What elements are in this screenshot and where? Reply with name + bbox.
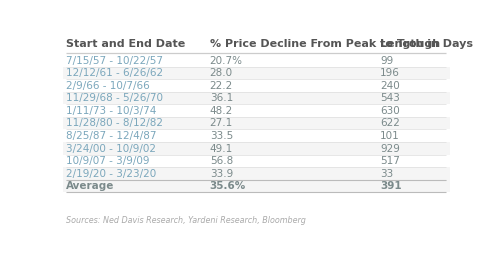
Text: 35.6%: 35.6% [210, 181, 246, 191]
Text: 2/19/20 - 3/23/20: 2/19/20 - 3/23/20 [66, 169, 156, 179]
Text: 101: 101 [380, 131, 400, 141]
Text: 33: 33 [380, 169, 394, 179]
Text: 543: 543 [380, 93, 400, 103]
Text: Average: Average [66, 181, 115, 191]
Text: Length in Days: Length in Days [380, 39, 473, 49]
Text: 33.5: 33.5 [210, 131, 233, 141]
Text: 517: 517 [380, 156, 400, 166]
Text: 28.0: 28.0 [210, 68, 233, 78]
Text: 99: 99 [380, 56, 394, 66]
Bar [62, 155, 450, 167]
Text: 48.2: 48.2 [210, 106, 233, 116]
Bar [62, 130, 450, 142]
Text: 391: 391 [380, 181, 402, 191]
Text: 10/9/07 - 3/9/09: 10/9/07 - 3/9/09 [66, 156, 150, 166]
Bar [62, 54, 450, 67]
Bar [62, 92, 450, 104]
Text: 7/15/57 - 10/22/57: 7/15/57 - 10/22/57 [66, 56, 164, 66]
Text: 12/12/61 - 6/26/62: 12/12/61 - 6/26/62 [66, 68, 164, 78]
Text: Start and End Date: Start and End Date [66, 39, 186, 49]
Bar [62, 67, 450, 79]
Text: 196: 196 [380, 68, 400, 78]
Text: Sources: Ned Davis Research, Yardeni Research, Bloomberg: Sources: Ned Davis Research, Yardeni Res… [66, 215, 306, 225]
Text: 8/25/87 - 12/4/87: 8/25/87 - 12/4/87 [66, 131, 157, 141]
Text: 27.1: 27.1 [210, 118, 233, 128]
Text: 11/29/68 - 5/26/70: 11/29/68 - 5/26/70 [66, 93, 164, 103]
Bar [62, 142, 450, 155]
Text: 33.9: 33.9 [210, 169, 233, 179]
Text: 240: 240 [380, 81, 400, 91]
Text: 36.1: 36.1 [210, 93, 233, 103]
Text: 49.1: 49.1 [210, 143, 233, 154]
Bar [62, 117, 450, 130]
Text: 20.7%: 20.7% [210, 56, 243, 66]
Text: 22.2: 22.2 [210, 81, 233, 91]
Text: 1/11/73 - 10/3/74: 1/11/73 - 10/3/74 [66, 106, 157, 116]
Text: 622: 622 [380, 118, 400, 128]
Text: 3/24/00 - 10/9/02: 3/24/00 - 10/9/02 [66, 143, 156, 154]
Bar [62, 167, 450, 180]
Text: % Price Decline From Peak to Trough: % Price Decline From Peak to Trough [210, 39, 440, 49]
Text: 56.8: 56.8 [210, 156, 233, 166]
Bar [62, 180, 450, 192]
Text: 11/28/80 - 8/12/82: 11/28/80 - 8/12/82 [66, 118, 164, 128]
Text: 929: 929 [380, 143, 400, 154]
Bar [62, 79, 450, 92]
Bar [62, 104, 450, 117]
Text: 630: 630 [380, 106, 400, 116]
Text: 2/9/66 - 10/7/66: 2/9/66 - 10/7/66 [66, 81, 150, 91]
